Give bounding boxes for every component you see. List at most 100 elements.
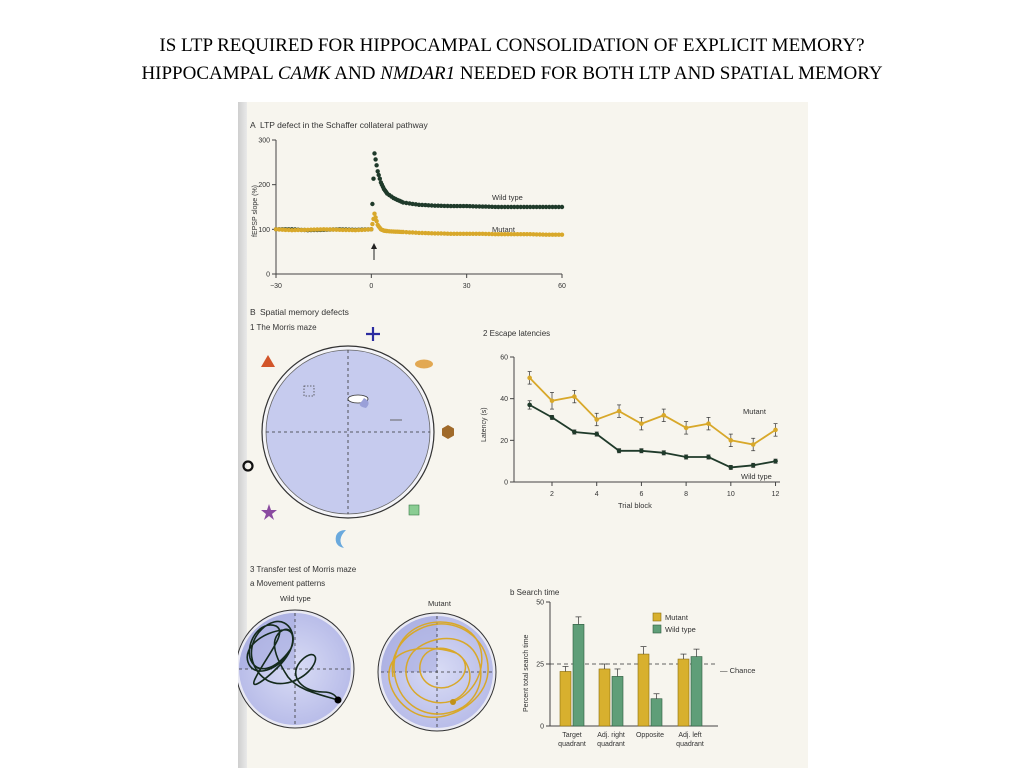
mut-bar	[559, 671, 572, 727]
panelB-sub3: 3 Transfer test of Morris maze	[250, 565, 357, 574]
mut-point	[346, 227, 352, 233]
wt-point	[489, 204, 495, 209]
transfer-mut-label: Mutant	[428, 599, 452, 608]
mut-point	[277, 227, 282, 232]
wt-point	[410, 201, 415, 207]
latency-ytick-label: 0	[504, 480, 508, 487]
panelB-title: Spatial memory defects	[260, 307, 349, 317]
latency-mut-point	[706, 421, 711, 426]
panelA-xtick-label: −30	[270, 283, 282, 290]
wt-point	[518, 204, 523, 210]
wt-point	[470, 204, 476, 209]
latency-xticks: 2 4 6 8 10 12	[550, 482, 780, 498]
mut-point	[283, 227, 288, 233]
wt-bar	[690, 656, 703, 727]
panelA-ytick-label: 100	[258, 227, 270, 234]
wt-point	[461, 203, 466, 209]
wt-point	[499, 204, 504, 210]
mut-point	[540, 232, 546, 237]
wt-point	[537, 204, 542, 210]
latency-wt-point	[661, 450, 667, 456]
latency-mut-point	[549, 398, 555, 404]
wt-point	[540, 204, 546, 210]
panelA-xtick-label: 60	[558, 283, 566, 290]
mut-point	[370, 221, 375, 227]
mut-point	[486, 231, 492, 237]
mut-point	[318, 227, 323, 232]
mut-point	[543, 232, 549, 237]
wt-bar	[572, 624, 585, 727]
mut-point	[407, 230, 412, 235]
wt-point	[547, 204, 552, 210]
latency-wt-line	[529, 404, 776, 469]
mut-point	[429, 231, 434, 236]
arrowhead-icon	[371, 243, 377, 249]
chance-text: Chance	[730, 666, 756, 675]
mut-point	[531, 232, 536, 237]
mut-point	[426, 231, 431, 236]
latency-wt-point	[773, 458, 778, 464]
wt-bar	[650, 698, 663, 727]
chance-label: — Chance	[720, 666, 755, 675]
gene-camk: CAMK	[277, 63, 331, 84]
mut-point	[524, 232, 530, 237]
wt-point	[445, 203, 450, 209]
panelA-label: A	[250, 120, 256, 130]
latency-xtick-label: 10	[727, 491, 735, 498]
latency-wt-point	[728, 465, 734, 470]
mut-point	[423, 230, 428, 236]
mut-point	[477, 231, 482, 236]
wt-point	[515, 204, 520, 210]
latency-xtick-label: 8	[684, 491, 688, 498]
latency-series-wild-type	[527, 400, 778, 470]
mut-point	[350, 227, 355, 233]
mut-point	[373, 215, 378, 220]
search-ytick-label: 0	[540, 724, 544, 731]
wt-point	[505, 204, 511, 210]
latency-mut-point	[594, 417, 600, 422]
wt-point	[426, 203, 431, 208]
mut-point	[353, 228, 358, 233]
mut-point	[521, 232, 527, 237]
latency-mut-point	[773, 427, 778, 433]
mut-target-quadrant	[381, 616, 437, 672]
mut-bar	[637, 653, 650, 727]
wt-target-quadrant	[239, 613, 295, 669]
latency-xtick-label: 4	[595, 491, 599, 498]
mut-swim-path	[388, 621, 489, 718]
wt-point	[550, 204, 555, 210]
mut-point	[308, 227, 314, 232]
wt-point	[429, 203, 434, 208]
mut-point	[556, 232, 561, 237]
wt-point	[373, 157, 378, 162]
mut-point	[404, 230, 409, 235]
latency-wt-point	[594, 431, 600, 437]
mut-point	[372, 211, 377, 216]
hexagon-cue-icon	[442, 425, 454, 439]
wt-swim-path	[246, 620, 339, 701]
cat-adj-right: Adj. right	[597, 732, 625, 739]
mut-point	[299, 227, 304, 233]
mut-point	[439, 231, 444, 236]
gene-nmdar1: NMDAR1	[380, 63, 456, 84]
square-cue-icon	[408, 504, 420, 516]
mut-point	[499, 232, 504, 237]
mut-point	[493, 232, 498, 237]
wt-point	[439, 203, 444, 208]
mut-point	[273, 227, 279, 232]
latency-xtick-label: 2	[550, 491, 554, 498]
mut-point	[528, 232, 533, 237]
wt-point	[534, 204, 539, 210]
crescent-cue-icon	[335, 530, 346, 548]
mut-point	[474, 231, 479, 236]
title-part: NEEDED FOR BOTH LTP AND SPATIAL MEMORY	[455, 63, 883, 84]
panelA-series-wild-type	[273, 151, 565, 233]
scan-edge	[238, 102, 247, 768]
triangle-cue-icon	[261, 355, 275, 367]
panelA-xticks: −30 0 30 60	[270, 274, 566, 290]
latency-wt-point	[639, 448, 644, 454]
mut-point	[512, 232, 517, 237]
wt-point	[528, 204, 533, 210]
panelB-sub2: 2 Escape latencies	[483, 329, 550, 338]
mut-point	[420, 230, 425, 236]
